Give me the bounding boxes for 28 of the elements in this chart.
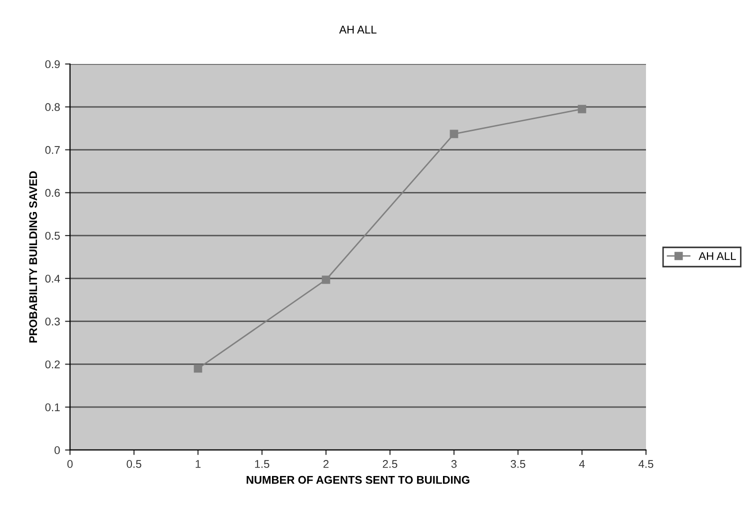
point <box>194 364 202 373</box>
point <box>322 276 330 284</box>
point <box>450 130 458 138</box>
y-tick-label: 0.5 <box>45 232 60 240</box>
x-tick-label: 2 <box>323 460 329 468</box>
x-tick-label: 3.5 <box>510 460 526 468</box>
y-tick-label: 0.7 <box>45 146 60 154</box>
x-tick-label: 4.5 <box>638 460 654 468</box>
y-tick-label: 0.8 <box>45 103 60 112</box>
y-tick-label: 0.4 <box>45 274 60 283</box>
y-axis-title: PROBABILITY BUILDING SAVED <box>29 171 38 342</box>
y-tick-label: 0.6 <box>45 188 60 197</box>
point <box>578 104 586 114</box>
x-tick-label: 4 <box>579 460 585 468</box>
y-tick-label: 0.9 <box>45 60 60 68</box>
x-tick-label: 2.5 <box>382 460 398 468</box>
y-tick-label: 0.2 <box>45 360 60 368</box>
legend-label: AH ALL <box>698 252 736 260</box>
chart-title: AH ALL <box>339 26 376 34</box>
x-tick-label: 0 <box>67 460 73 468</box>
y-tick-label: 0.1 <box>45 403 60 412</box>
y-tick-label: 0 <box>54 446 60 454</box>
x-tick-label: 1.5 <box>255 460 270 468</box>
x-tick-label: 3 <box>451 460 457 468</box>
x-tick-label: 0.5 <box>126 460 142 468</box>
y-tick-label: 0.3 <box>45 318 60 326</box>
x-axis-title: NUMBER OF AGENTS SENT TO BUILDING <box>246 476 470 484</box>
x-tick-label: 1 <box>196 460 201 468</box>
